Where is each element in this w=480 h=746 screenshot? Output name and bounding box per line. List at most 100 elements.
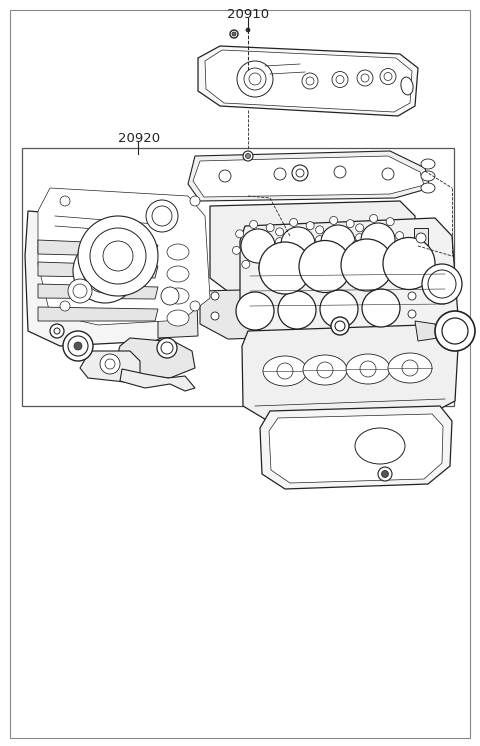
- Polygon shape: [80, 351, 140, 382]
- Ellipse shape: [167, 244, 189, 260]
- Ellipse shape: [246, 28, 250, 32]
- Polygon shape: [25, 211, 182, 346]
- Polygon shape: [200, 286, 422, 339]
- Ellipse shape: [360, 361, 376, 377]
- Ellipse shape: [296, 169, 304, 177]
- Ellipse shape: [103, 241, 133, 271]
- Ellipse shape: [105, 359, 115, 369]
- Ellipse shape: [362, 254, 370, 263]
- Ellipse shape: [289, 219, 298, 227]
- Ellipse shape: [242, 260, 250, 269]
- Polygon shape: [415, 321, 438, 341]
- Ellipse shape: [380, 69, 396, 84]
- Polygon shape: [38, 240, 158, 257]
- Ellipse shape: [421, 171, 435, 181]
- Ellipse shape: [244, 68, 266, 90]
- Ellipse shape: [263, 356, 307, 386]
- Ellipse shape: [422, 264, 462, 304]
- Ellipse shape: [378, 257, 386, 266]
- Ellipse shape: [152, 206, 172, 226]
- Ellipse shape: [352, 250, 360, 258]
- Ellipse shape: [281, 227, 315, 261]
- Ellipse shape: [346, 219, 354, 228]
- Ellipse shape: [392, 248, 400, 256]
- Ellipse shape: [361, 223, 395, 257]
- Ellipse shape: [276, 238, 284, 245]
- Ellipse shape: [428, 270, 456, 298]
- Ellipse shape: [157, 338, 177, 358]
- Ellipse shape: [282, 258, 290, 266]
- Ellipse shape: [312, 252, 320, 260]
- Ellipse shape: [50, 324, 64, 338]
- Ellipse shape: [338, 260, 347, 268]
- Ellipse shape: [322, 257, 330, 264]
- Ellipse shape: [146, 200, 178, 232]
- Ellipse shape: [315, 236, 324, 244]
- Ellipse shape: [335, 321, 345, 331]
- Ellipse shape: [386, 218, 394, 225]
- Ellipse shape: [277, 363, 293, 379]
- Polygon shape: [38, 307, 158, 321]
- Ellipse shape: [211, 292, 219, 300]
- Polygon shape: [115, 338, 195, 378]
- Ellipse shape: [408, 310, 416, 318]
- Text: 20910: 20910: [227, 8, 269, 21]
- Ellipse shape: [401, 77, 413, 95]
- Ellipse shape: [245, 154, 251, 158]
- Ellipse shape: [95, 261, 115, 281]
- Ellipse shape: [370, 214, 378, 222]
- Bar: [22, 148, 454, 406]
- Ellipse shape: [356, 224, 364, 232]
- Ellipse shape: [321, 225, 355, 259]
- Ellipse shape: [237, 61, 273, 97]
- Ellipse shape: [302, 73, 318, 89]
- Ellipse shape: [241, 229, 275, 263]
- Ellipse shape: [334, 166, 346, 178]
- Ellipse shape: [332, 72, 348, 87]
- Ellipse shape: [90, 228, 146, 284]
- Ellipse shape: [305, 246, 345, 286]
- Ellipse shape: [356, 233, 363, 242]
- Ellipse shape: [299, 240, 351, 292]
- Ellipse shape: [421, 183, 435, 193]
- Ellipse shape: [54, 328, 60, 334]
- Ellipse shape: [316, 226, 324, 233]
- Ellipse shape: [306, 222, 314, 230]
- Ellipse shape: [408, 292, 416, 300]
- Ellipse shape: [347, 245, 387, 285]
- Ellipse shape: [167, 310, 189, 326]
- Ellipse shape: [274, 168, 286, 180]
- Ellipse shape: [63, 331, 93, 361]
- Ellipse shape: [346, 354, 390, 384]
- Polygon shape: [38, 188, 210, 325]
- Ellipse shape: [416, 233, 426, 243]
- Ellipse shape: [219, 170, 231, 182]
- Ellipse shape: [250, 220, 258, 228]
- Ellipse shape: [421, 159, 435, 169]
- Polygon shape: [269, 414, 443, 483]
- Ellipse shape: [320, 290, 358, 328]
- Ellipse shape: [303, 355, 347, 385]
- Ellipse shape: [292, 165, 308, 181]
- Ellipse shape: [312, 242, 321, 251]
- Ellipse shape: [167, 266, 189, 282]
- Ellipse shape: [258, 263, 266, 272]
- Ellipse shape: [60, 301, 70, 311]
- Ellipse shape: [361, 74, 369, 82]
- Ellipse shape: [382, 168, 394, 180]
- Text: 20920: 20920: [118, 132, 160, 145]
- Polygon shape: [40, 191, 205, 321]
- Ellipse shape: [357, 70, 373, 86]
- Ellipse shape: [383, 237, 435, 289]
- Ellipse shape: [73, 284, 87, 298]
- Polygon shape: [158, 222, 198, 338]
- Ellipse shape: [249, 73, 261, 85]
- Polygon shape: [210, 201, 418, 293]
- Polygon shape: [198, 46, 418, 116]
- Ellipse shape: [273, 245, 280, 252]
- Ellipse shape: [68, 336, 88, 356]
- Ellipse shape: [100, 354, 120, 374]
- Polygon shape: [260, 406, 452, 489]
- Ellipse shape: [60, 196, 70, 206]
- Ellipse shape: [74, 342, 82, 350]
